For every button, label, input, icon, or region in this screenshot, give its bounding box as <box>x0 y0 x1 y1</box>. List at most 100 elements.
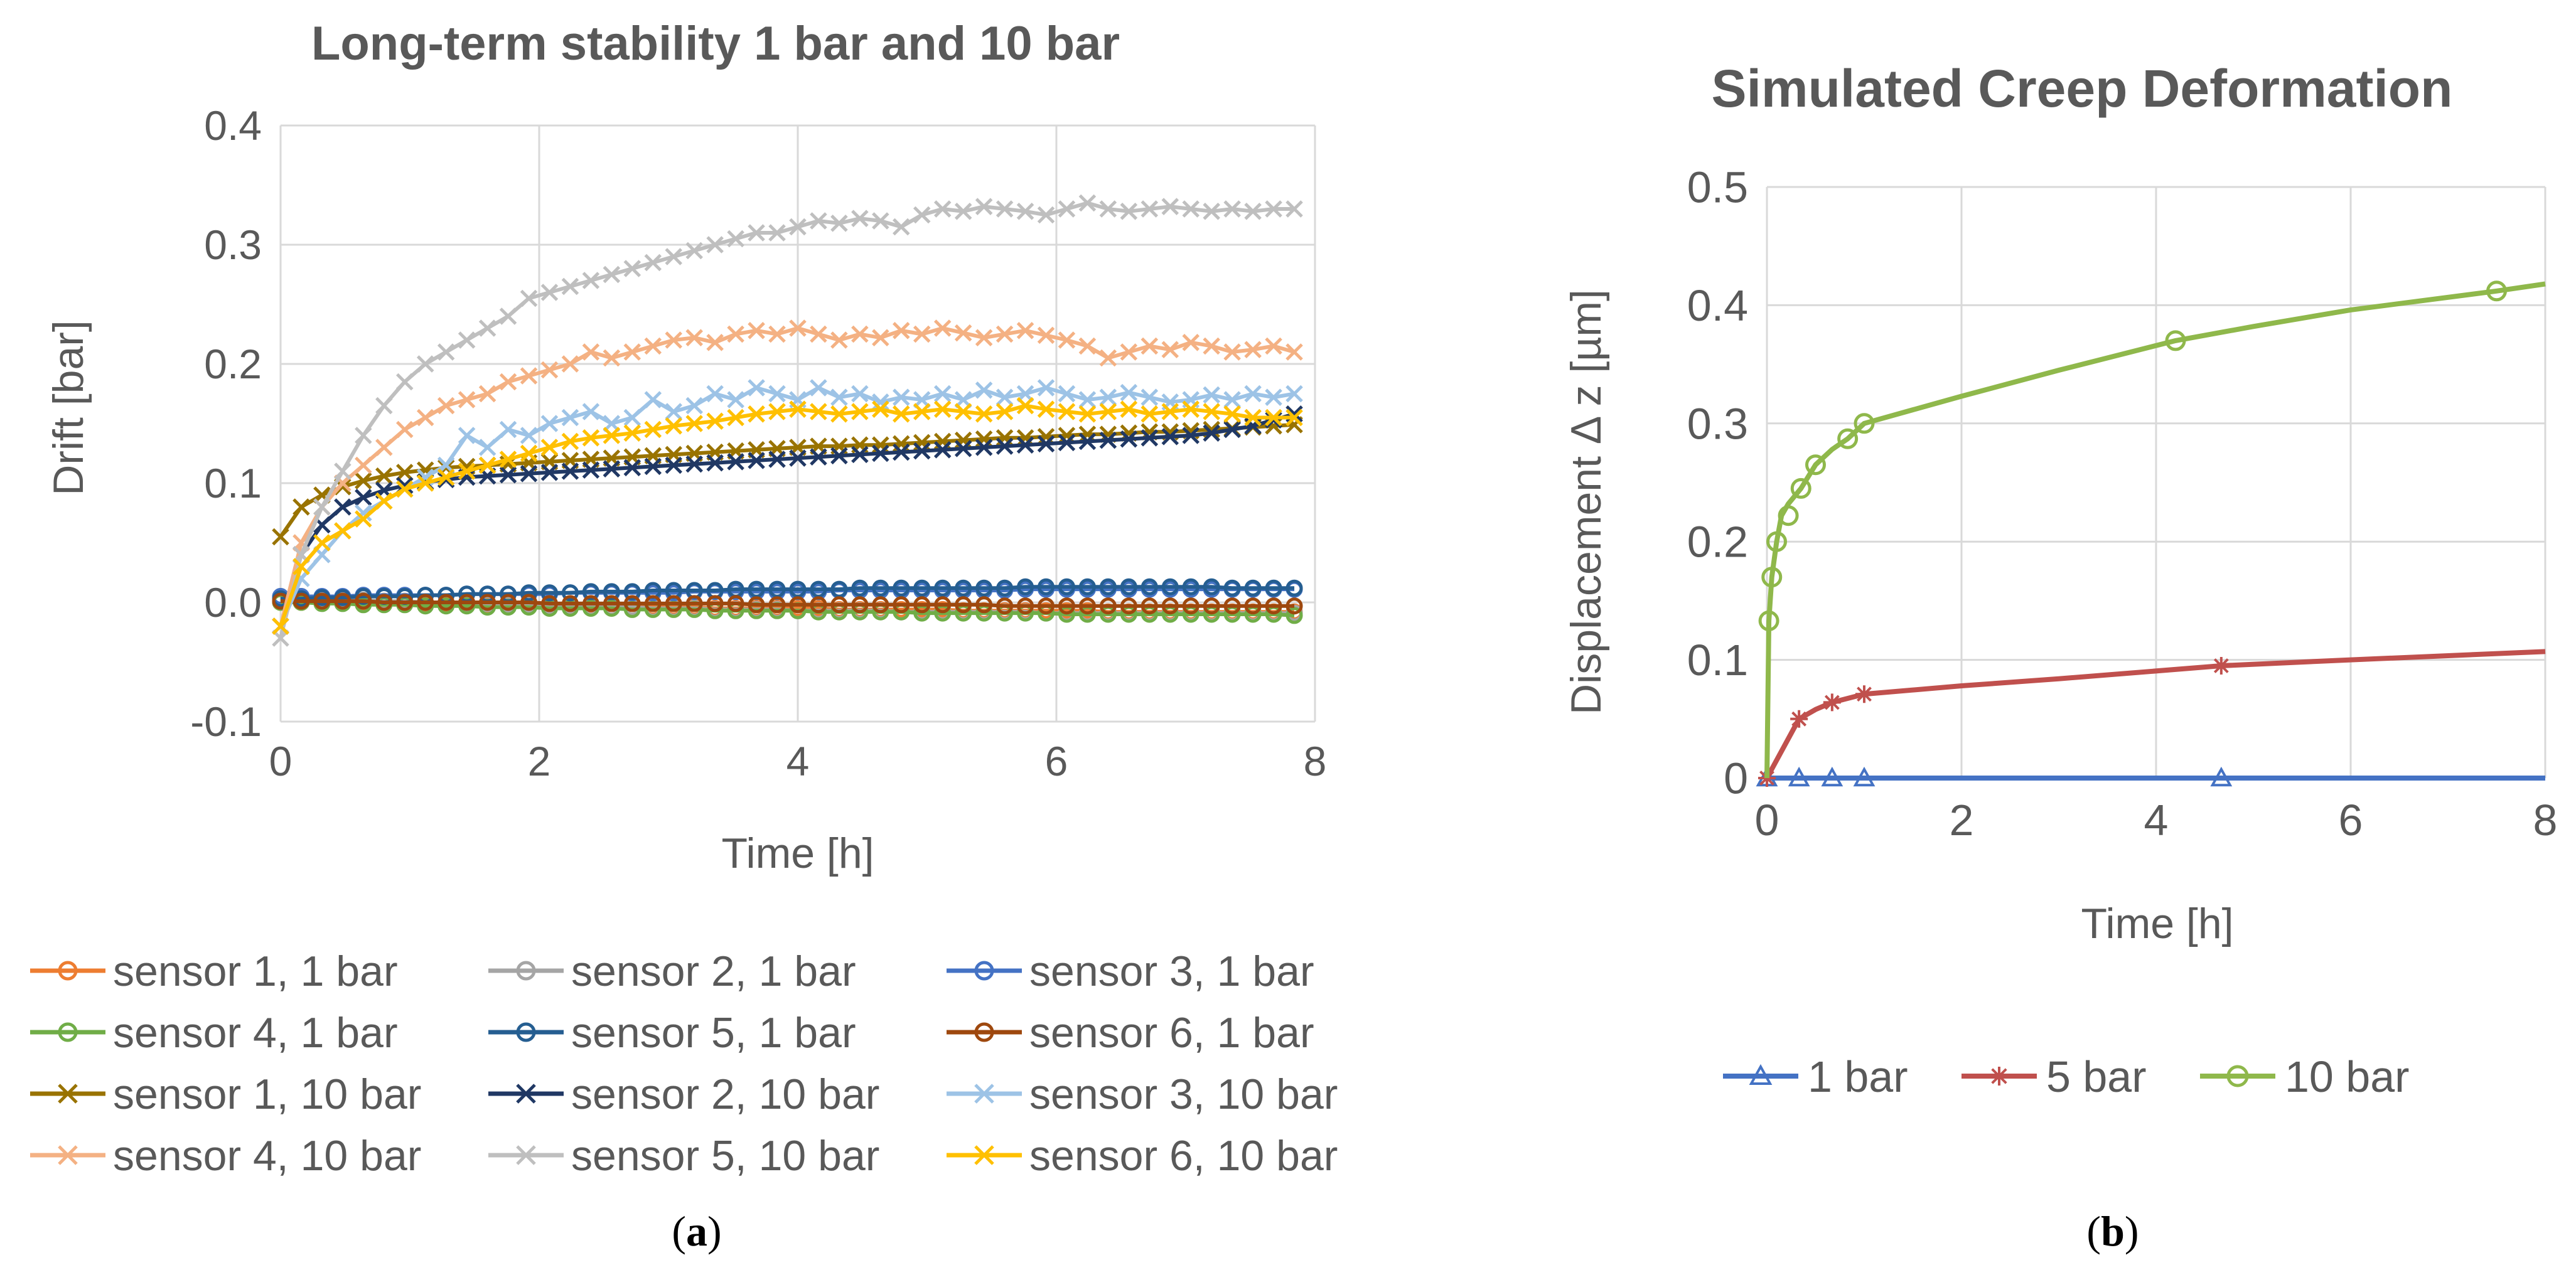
point-sensor-5-10-bar-26 <box>810 212 827 230</box>
point-sensor-4-10-bar-40 <box>1099 349 1117 367</box>
series-sensor-4-10-bar <box>272 319 1303 635</box>
point-sensor-2-10-bar-34 <box>975 439 993 456</box>
point-5-bar-1 <box>1790 710 1808 728</box>
chart-b-y-tick-2: 0.2 <box>1687 518 1748 567</box>
point-sensor-6-10-bar-7 <box>416 474 434 492</box>
point-sensor-6-1-bar-11 <box>500 594 517 611</box>
point-sensor-4-10-bar-28 <box>851 325 869 343</box>
point-sensor-5-10-bar-5 <box>375 397 393 415</box>
legend-swatch-marker-sensor-6-10-bar <box>974 1145 994 1165</box>
series-sensor-5-10-bar <box>272 194 1303 647</box>
point-sensor-6-1-bar-47 <box>1244 597 1262 615</box>
point-sensor-6-1-bar-2 <box>313 592 331 610</box>
point-sensor-3-10-bar-27 <box>830 388 848 406</box>
point-sensor-6-1-bar-41 <box>1120 597 1137 615</box>
point-sensor-5-1-bar-31 <box>913 579 931 597</box>
point-sensor-4-10-bar-37 <box>1037 326 1055 344</box>
chart-b-x-tick-2: 4 <box>2144 796 2169 845</box>
point-sensor-5-1-bar-36 <box>1017 578 1034 595</box>
chart-b-title: Simulated Creep Deformation <box>1712 59 2453 118</box>
line-sensor-6-1-bar <box>281 599 1295 608</box>
legend-item-sensor-5-10-bar: sensor 5, 10 bar <box>488 1132 879 1180</box>
point-sensor-5-10-bar-9 <box>458 331 476 349</box>
point-sensor-5-1-bar-39 <box>1078 578 1096 595</box>
point-sensor-3-10-bar-18 <box>644 391 662 408</box>
legend-swatch-marker-sensor-4-10-bar <box>58 1145 78 1165</box>
point-sensor-6-1-bar-8 <box>437 594 455 611</box>
point-sensor-6-1-bar-7 <box>417 594 434 611</box>
point-sensor-6-10-bar-17 <box>623 424 641 442</box>
legend-item-1-bar: 1 bar <box>1723 1052 1908 1101</box>
point-sensor-6-10-bar-36 <box>1016 397 1034 415</box>
point-sensor-6-1-bar-17 <box>623 595 641 612</box>
point-sensor-6-10-bar-20 <box>685 415 703 432</box>
line-sensor-4-1-bar <box>281 600 1295 617</box>
point-sensor-5-10-bar-34 <box>975 198 993 215</box>
point-sensor-6-1-bar-39 <box>1078 597 1096 615</box>
chart-a-y-tick-5: 0.4 <box>204 102 262 149</box>
point-sensor-3-10-bar-12 <box>520 427 538 444</box>
point-sensor-6-1-bar-32 <box>934 596 952 614</box>
point-sensor-4-10-bar-44 <box>1182 334 1200 351</box>
point-sensor-4-10-bar-47 <box>1244 341 1262 358</box>
point-sensor-5-10-bar-6 <box>395 373 414 391</box>
point-5-bar-4 <box>2212 657 2230 675</box>
point-sensor-4-1-bar-49 <box>1285 607 1303 624</box>
point-sensor-5-10-bar-37 <box>1037 206 1055 224</box>
point-sensor-2-10-bar-26 <box>810 448 827 466</box>
point-sensor-5-1-bar-46 <box>1223 579 1241 597</box>
chart-a-y-tick-2: 0.1 <box>204 460 262 506</box>
point-sensor-4-10-bar-16 <box>603 349 621 367</box>
point-sensor-2-10-bar-13 <box>540 464 559 481</box>
point-sensor-3-10-bar-26 <box>810 379 827 397</box>
point-10-bar-5 <box>1805 454 1826 476</box>
point-sensor-5-1-bar-25 <box>789 580 807 598</box>
point-sensor-3-10-bar-19 <box>665 403 683 420</box>
point-sensor-6-1-bar-24 <box>768 596 786 614</box>
point-sensor-5-10-bar-15 <box>582 272 600 289</box>
point-sensor-6-10-bar-12 <box>520 444 538 462</box>
point-sensor-4-10-bar-36 <box>1016 322 1034 339</box>
point-sensor-3-10-bar-9 <box>458 427 476 444</box>
point-sensor-6-10-bar-31 <box>913 403 931 420</box>
legend-label-sensor-3-1-bar: sensor 3, 1 bar <box>1029 947 1314 995</box>
point-sensor-4-10-bar-30 <box>893 322 910 339</box>
point-sensor-3-10-bar-23 <box>748 379 765 397</box>
point-sensor-3-10-bar-24 <box>768 385 786 403</box>
point-10-bar-4 <box>1790 478 1811 499</box>
point-sensor-4-10-bar-7 <box>416 408 434 427</box>
point-sensor-5-1-bar-17 <box>623 583 641 600</box>
point-sensor-4-10-bar-31 <box>913 325 931 343</box>
chart-a-y-tick-3: 0.2 <box>204 341 262 387</box>
point-sensor-5-1-bar-38 <box>1058 578 1075 595</box>
point-sensor-5-1-bar-49 <box>1285 579 1303 597</box>
legend-item-sensor-6-10-bar: sensor 6, 10 bar <box>947 1132 1338 1180</box>
chart-b-y-tick-4: 0.4 <box>1687 281 1748 330</box>
legend-label-sensor-4-10-bar: sensor 4, 10 bar <box>113 1132 421 1180</box>
point-sensor-2-10-bar-19 <box>665 456 683 474</box>
legend-swatch-marker-sensor-1-1-bar <box>58 961 78 981</box>
point-sensor-5-10-bar-35 <box>996 200 1014 218</box>
point-sensor-2-10-bar-14 <box>561 462 579 480</box>
point-sensor-5-10-bar-31 <box>913 206 931 224</box>
point-sensor-4-10-bar-25 <box>789 319 807 337</box>
point-sensor-2-10-bar-48 <box>1265 411 1282 429</box>
point-sensor-4-10-bar-10 <box>478 385 496 403</box>
point-sensor-6-10-bar-22 <box>727 408 744 427</box>
point-sensor-6-1-bar-44 <box>1182 597 1199 615</box>
point-sensor-6-10-bar-1 <box>292 558 310 575</box>
point-sensor-6-10-bar-48 <box>1265 408 1282 427</box>
point-sensor-6-1-bar-43 <box>1161 597 1179 615</box>
series-5-bar <box>1758 649 2546 787</box>
legend-label-sensor-1-1-bar: sensor 1, 1 bar <box>113 947 398 995</box>
point-sensor-2-10-bar-17 <box>623 459 641 477</box>
point-sensor-6-10-bar-38 <box>1058 403 1076 420</box>
point-10-bar-1 <box>1761 567 1783 588</box>
point-sensor-4-10-bar-14 <box>561 355 579 373</box>
point-1-bar-2 <box>1821 766 1843 787</box>
point-sensor-4-10-bar-23 <box>748 322 765 339</box>
chart-a-xlabel: Time [h] <box>721 830 874 877</box>
series-1-bar <box>1756 766 2545 787</box>
point-1-bar-4 <box>2210 766 2233 787</box>
point-sensor-5-10-bar-46 <box>1223 200 1241 218</box>
